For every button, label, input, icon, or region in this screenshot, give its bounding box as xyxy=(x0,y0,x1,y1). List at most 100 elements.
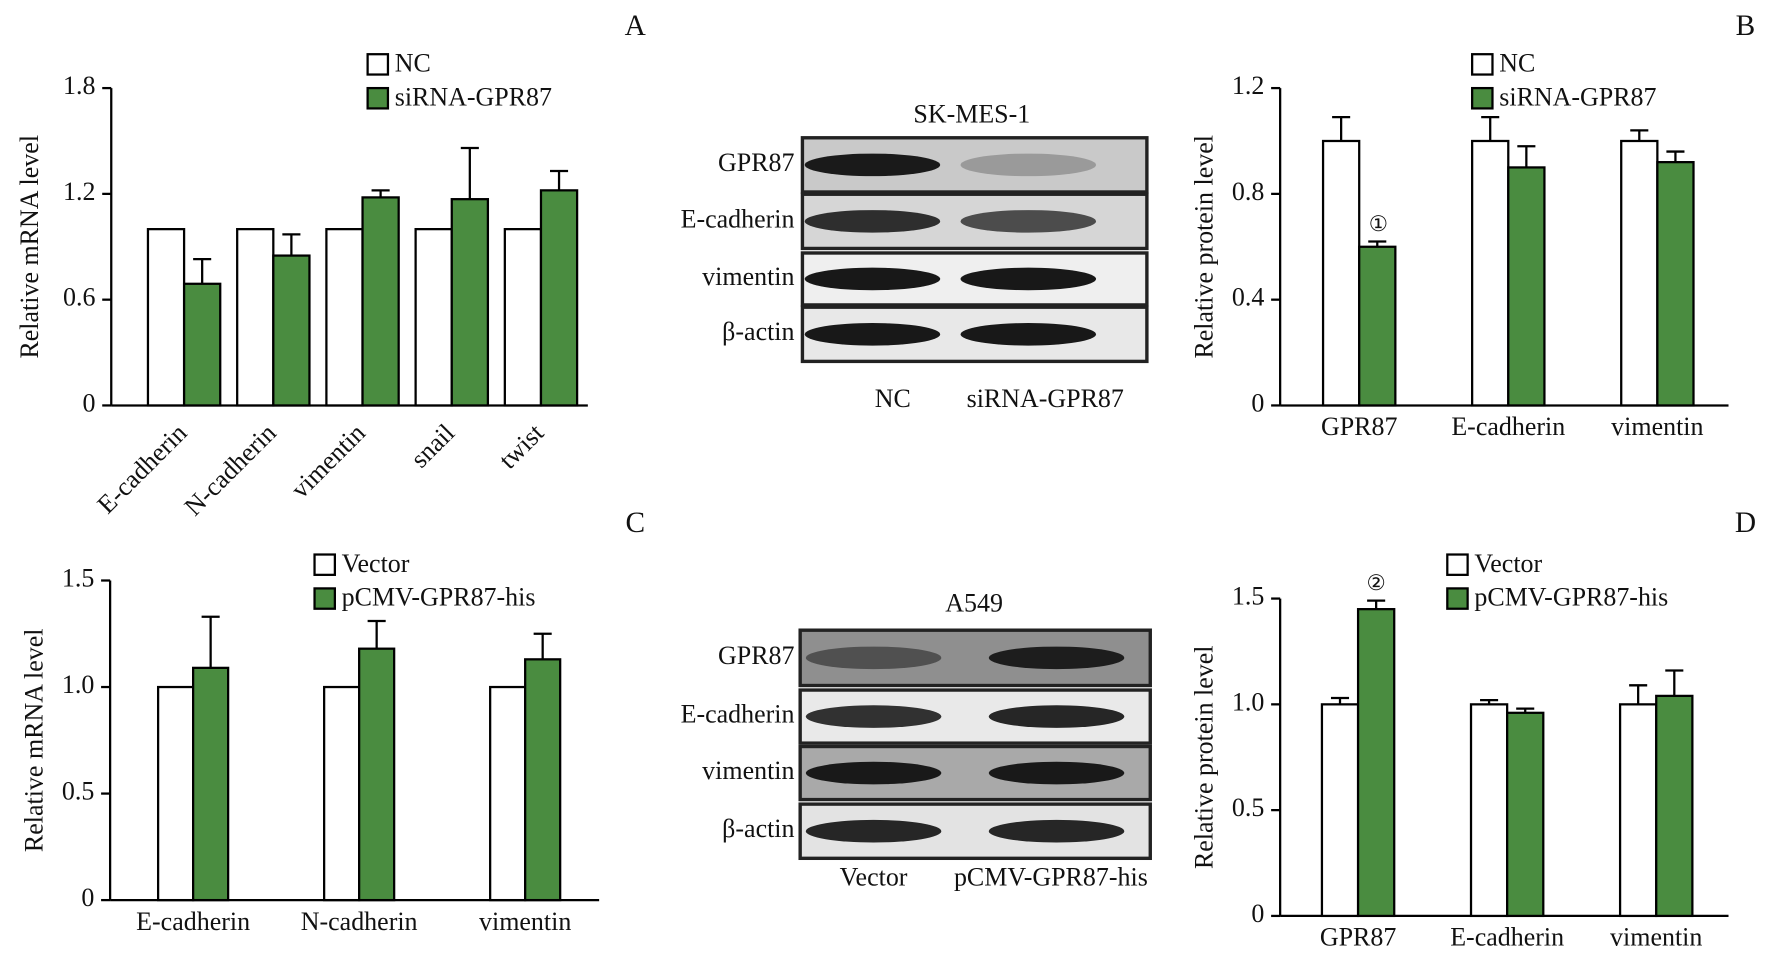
bar xyxy=(156,685,195,902)
error-bar xyxy=(367,619,386,649)
x-tick-label: vimentin xyxy=(1610,923,1702,952)
bar xyxy=(272,254,311,407)
legend-label: NC xyxy=(1499,48,1535,77)
legend-swatch xyxy=(313,587,336,610)
legend-swatch xyxy=(366,53,390,76)
x-tick-label: E-cadherin xyxy=(1450,923,1564,952)
y-axis-title: Relative protein level xyxy=(1190,135,1219,359)
y-tick-label: 0.8 xyxy=(1232,177,1264,206)
blot-band xyxy=(988,761,1125,785)
blot-band xyxy=(988,646,1125,670)
error-bar xyxy=(1480,698,1499,705)
annotation: ① xyxy=(1369,212,1388,236)
legend-swatch xyxy=(1446,553,1469,576)
bar xyxy=(1655,694,1694,918)
blot-title: A549 xyxy=(945,588,1003,617)
bar xyxy=(182,282,222,407)
legend-swatch xyxy=(1446,587,1469,610)
legend-swatch xyxy=(1471,86,1494,110)
x-tick-label: N-cadherin xyxy=(301,907,418,936)
bar xyxy=(361,196,400,407)
bar xyxy=(1507,166,1546,407)
y-tick-label: 1.2 xyxy=(1232,71,1264,100)
blot-band xyxy=(960,210,1097,233)
x-tick-label: vimentin xyxy=(285,418,371,504)
blot-title: SK-MES-1 xyxy=(913,99,1030,128)
bar xyxy=(192,666,230,902)
error-bar xyxy=(1367,599,1386,610)
bar xyxy=(1506,711,1545,918)
blot-row-label: E-cadherin xyxy=(681,700,795,729)
error-bar xyxy=(533,632,552,660)
legend-label: Vector xyxy=(1474,549,1542,578)
bar xyxy=(146,228,186,407)
error-bar xyxy=(1665,669,1684,696)
error-bar xyxy=(1666,150,1685,163)
x-tick-label: twist xyxy=(493,418,550,475)
bar xyxy=(358,647,396,902)
x-tick-label: snail xyxy=(405,418,460,473)
error-bar xyxy=(1368,240,1387,247)
x-tick-label: N-cadherin xyxy=(179,418,282,521)
y-tick-label: 0.5 xyxy=(62,777,94,806)
x-tick-label: GPR87 xyxy=(1321,412,1398,441)
bar xyxy=(503,228,543,407)
y-tick-label: 1.5 xyxy=(1232,582,1264,611)
bar xyxy=(414,228,453,407)
y-tick-label: 0.5 xyxy=(1232,793,1264,822)
blot-band xyxy=(805,705,942,728)
error-bar xyxy=(1630,129,1649,141)
panel-label: A xyxy=(625,10,646,42)
legend-swatch xyxy=(366,86,390,110)
error-bar xyxy=(1481,116,1500,141)
bar xyxy=(325,228,364,407)
blot-band xyxy=(988,819,1125,843)
y-tick-label: 0.6 xyxy=(63,283,95,312)
legend-label: Vector xyxy=(342,549,410,578)
bar xyxy=(236,228,275,407)
bar xyxy=(1321,139,1361,407)
error-bar xyxy=(460,146,479,200)
blot-band xyxy=(804,153,941,177)
legend-swatch xyxy=(313,553,336,576)
blot-lane-label: pCMV-GPR87-his xyxy=(954,863,1148,892)
y-tick-label: 1.0 xyxy=(1232,687,1264,716)
panel-label: B xyxy=(1736,10,1756,42)
error-bar xyxy=(1629,684,1648,705)
blot-band xyxy=(804,323,941,346)
bar xyxy=(539,189,579,407)
blot-band xyxy=(988,705,1125,728)
blot-band xyxy=(805,761,942,785)
blot-row-label: β-actin xyxy=(722,317,794,346)
annotation: ② xyxy=(1367,571,1386,595)
y-tick-label: 0 xyxy=(1251,388,1264,417)
blot-band xyxy=(805,819,942,843)
blot-lane-label: siRNA-GPR87 xyxy=(967,384,1124,413)
bar xyxy=(1618,703,1658,918)
legend-label: pCMV-GPR87-his xyxy=(1474,583,1668,612)
legend-label: NC xyxy=(395,48,431,77)
x-tick-label: E-cadherin xyxy=(91,418,192,519)
blot-row-label: GPR87 xyxy=(718,148,795,177)
blot-row-label: β-actin xyxy=(722,814,794,843)
blot-band xyxy=(804,210,941,233)
y-axis-title: Relative protein level xyxy=(1190,645,1219,869)
y-tick-label: 1.2 xyxy=(63,177,95,206)
blot-band xyxy=(805,646,942,670)
y-axis-title: Relative mRNA level xyxy=(20,629,49,853)
error-bar xyxy=(550,169,569,191)
x-tick-label: E-cadherin xyxy=(1451,412,1565,441)
y-tick-label: 1.8 xyxy=(63,71,95,100)
legend-label: pCMV-GPR87-his xyxy=(342,583,536,612)
blot-lane-label: NC xyxy=(875,384,911,413)
panel-label: C xyxy=(625,507,645,539)
legend-label: siRNA-GPR87 xyxy=(395,82,552,111)
error-bar xyxy=(201,615,220,668)
error-bar xyxy=(193,257,212,284)
y-tick-label: 0 xyxy=(81,883,94,912)
y-tick-label: 0 xyxy=(1251,899,1264,928)
bar xyxy=(1320,703,1360,918)
bar xyxy=(1656,161,1695,407)
y-tick-label: 1.5 xyxy=(62,563,94,592)
